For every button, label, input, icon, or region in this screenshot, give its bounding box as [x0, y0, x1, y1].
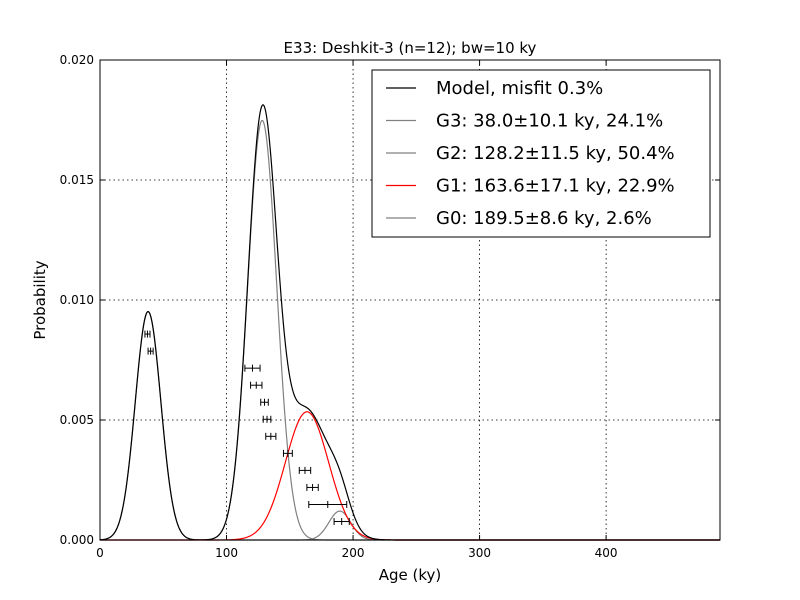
sample-error-bar-0: [144, 330, 151, 338]
sample-error-bar-1: [147, 347, 154, 355]
sample-error-bar-4: [260, 398, 269, 406]
sample-error-bar-2: [244, 364, 261, 372]
legend-box: [371, 69, 711, 238]
y-tick-label: 0.000: [60, 533, 94, 547]
sample-error-bar-10: [308, 500, 348, 508]
legend-label-1: G3: 38.0±10.1 ky, 24.1%: [436, 111, 663, 132]
sample-error-bar-8: [298, 466, 312, 474]
component-curve-3: [100, 411, 720, 541]
y-tick-label: 0.015: [60, 173, 94, 187]
legend-label-2: G2: 128.2±11.5 ky, 50.4%: [436, 143, 675, 164]
chart-title: E33: Deshkit-3 (n=12); bw=10 ky: [284, 39, 537, 57]
sample-error-bar-9: [306, 483, 319, 491]
y-tick-label: 0.010: [60, 293, 94, 307]
x-tick-label: 300: [468, 546, 491, 560]
x-tick-label: 400: [595, 546, 618, 560]
legend-label-0: Model, misfit 0.3%: [436, 78, 603, 99]
legend-label-4: G0: 189.5±8.6 ky, 2.6%: [436, 208, 652, 229]
legend-label-3: G1: 163.6±17.1 ky, 22.9%: [436, 176, 675, 197]
sample-error-bar-7: [282, 449, 293, 457]
y-tick-label: 0.005: [60, 413, 94, 427]
component-curve-0: [99, 310, 720, 541]
grid: [100, 60, 720, 540]
sample-error-bar-11: [333, 518, 350, 526]
x-tick-label: 200: [342, 546, 365, 560]
axis-ticks: 0 100 200 300 400 0.000 0.005 0.010 0.015 0.020: [60, 53, 720, 560]
sample-error-bar-6: [265, 432, 277, 440]
x-axis-title: Age (ky): [379, 566, 442, 584]
component-curve-2: [100, 510, 720, 541]
x-tick-label: 100: [215, 546, 238, 560]
y-tick-label: 0.020: [60, 53, 94, 67]
sample-error-bar-3: [250, 381, 263, 389]
x-tick-label: 0: [96, 546, 104, 560]
sample-error-bar-5: [262, 415, 272, 423]
sample-error-bars: [144, 330, 350, 526]
y-axis-title: Probability: [31, 260, 49, 339]
legend: Model, misfit 0.3% G3: 38.0±10.1 ky, 24.1…: [371, 69, 711, 238]
